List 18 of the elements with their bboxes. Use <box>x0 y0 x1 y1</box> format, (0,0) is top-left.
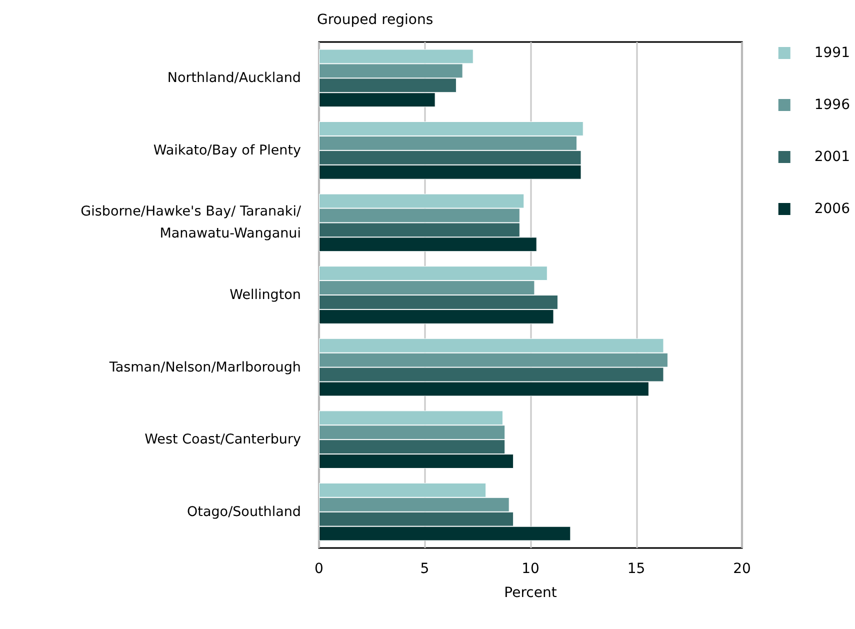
legend-label: 2001 <box>814 149 850 165</box>
y-tick-label: Tasman/Nelson/Marlborough <box>108 359 301 376</box>
y-tick-label: Northland/Auckland <box>167 70 301 86</box>
y-tick-label: Gisborne/Hawke's Bay/ Taranaki/Manawatu-Wanganui <box>80 204 302 242</box>
x-tick-label: 15 <box>627 561 646 577</box>
y-tick-label: Waikato/Bay of Plenty <box>153 142 301 158</box>
y-tick-label: Wellington <box>230 287 301 303</box>
legend-label: 1996 <box>814 97 850 113</box>
x-axis-title: Percent <box>504 585 558 601</box>
x-tick-label: 20 <box>733 561 751 577</box>
x-tick-label: 5 <box>420 561 430 577</box>
x-tick-label: 0 <box>314 561 324 577</box>
x-tick-label: 10 <box>522 561 540 577</box>
legend-label: 1991 <box>814 45 850 61</box>
y-tick-label: West Coast/Canterbury <box>144 432 302 448</box>
chart-title: Grouped regions <box>317 12 434 28</box>
y-tick-label: Otago/Southland <box>187 504 301 520</box>
legend-label: 2006 <box>814 201 850 217</box>
